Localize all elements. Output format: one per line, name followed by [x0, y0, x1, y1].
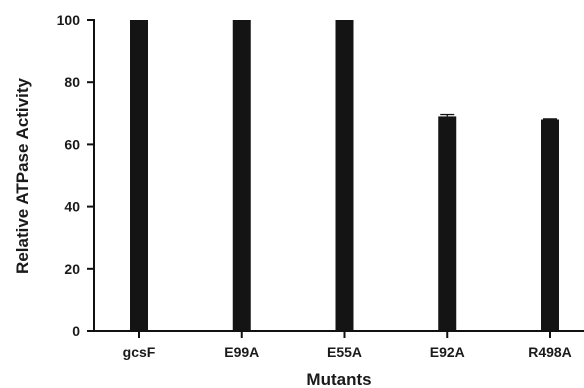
y-tick-label: 40: [64, 199, 80, 215]
x-tick-label-gcsF: gcsF: [123, 344, 156, 360]
bar-E92A: [438, 116, 457, 331]
y-tick-label: 20: [64, 261, 80, 277]
x-tick-label-E92A: E92A: [430, 344, 465, 360]
x-tick-label-E99A: E99A: [224, 344, 259, 360]
bar-E55A: [335, 20, 354, 331]
y-tick-label: 100: [57, 12, 81, 28]
y-axis-title: Relative ATPase Activity: [13, 78, 32, 274]
y-axis-ticks: 0 20 40 60 80 100: [57, 12, 94, 339]
x-axis-ticks: gcsF E99A E55A E92A R498A: [123, 331, 572, 360]
bar-R498A: [541, 119, 559, 332]
y-tick-label: 0: [72, 323, 80, 339]
x-tick-label-E55A: E55A: [327, 344, 362, 360]
bars: [130, 20, 559, 332]
y-tick-label: 80: [64, 74, 80, 90]
bar-gcsF: [130, 20, 148, 331]
x-tick-label-R498A: R498A: [528, 344, 572, 360]
bar-E99A: [232, 20, 251, 331]
x-axis-title: Mutants: [306, 370, 371, 388]
y-tick-label: 60: [64, 136, 80, 152]
